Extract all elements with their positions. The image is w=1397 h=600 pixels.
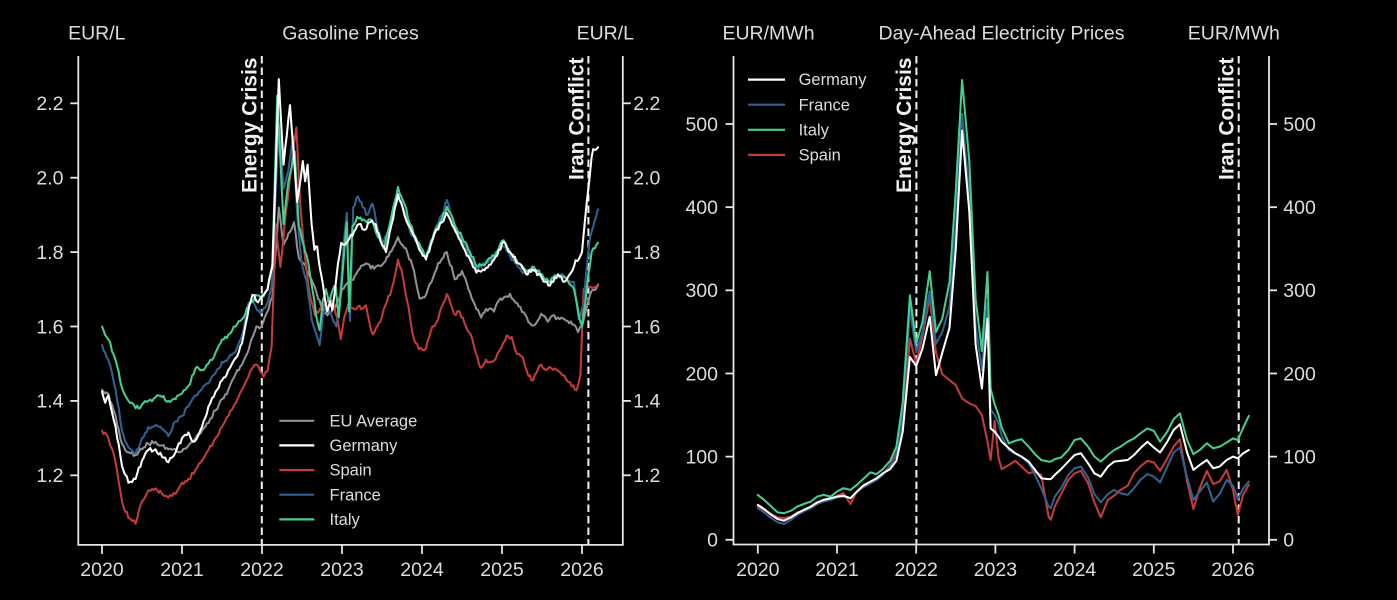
svg-text:Spain: Spain xyxy=(799,147,841,165)
svg-text:400: 400 xyxy=(1283,197,1316,219)
svg-text:Spain: Spain xyxy=(330,462,372,480)
svg-text:2020: 2020 xyxy=(80,559,124,581)
svg-text:1.4: 1.4 xyxy=(633,391,660,413)
svg-text:Energy Crisis: Energy Crisis xyxy=(239,58,262,193)
svg-text:1.6: 1.6 xyxy=(36,316,63,338)
svg-text:300: 300 xyxy=(685,280,718,302)
svg-text:EUR/MWh: EUR/MWh xyxy=(722,23,814,45)
svg-text:2.2: 2.2 xyxy=(633,93,660,115)
svg-text:2020: 2020 xyxy=(736,559,780,581)
svg-text:2024: 2024 xyxy=(1053,559,1097,581)
svg-text:2025: 2025 xyxy=(1132,559,1176,581)
svg-text:2021: 2021 xyxy=(160,559,203,581)
svg-text:1.8: 1.8 xyxy=(633,242,660,264)
svg-text:Italy: Italy xyxy=(330,511,361,529)
svg-text:Energy Crisis: Energy Crisis xyxy=(893,58,916,193)
svg-text:2.2: 2.2 xyxy=(36,93,63,115)
svg-text:2.0: 2.0 xyxy=(633,168,660,190)
svg-text:2022: 2022 xyxy=(240,559,283,581)
svg-text:500: 500 xyxy=(685,114,718,136)
svg-text:EUR/MWh: EUR/MWh xyxy=(1188,23,1280,45)
svg-text:2024: 2024 xyxy=(400,559,444,581)
svg-text:France: France xyxy=(330,486,381,504)
svg-text:EU Average: EU Average xyxy=(330,412,418,430)
svg-text:EUR/L: EUR/L xyxy=(577,23,635,45)
svg-text:1.4: 1.4 xyxy=(36,391,63,413)
svg-text:Day-Ahead Electricity Prices: Day-Ahead Electricity Prices xyxy=(879,23,1125,45)
svg-text:100: 100 xyxy=(1283,446,1316,468)
svg-text:2023: 2023 xyxy=(974,559,1017,581)
svg-text:2022: 2022 xyxy=(895,559,938,581)
svg-text:400: 400 xyxy=(685,197,718,219)
svg-text:1.8: 1.8 xyxy=(36,242,63,264)
svg-text:2021: 2021 xyxy=(815,559,858,581)
svg-text:2023: 2023 xyxy=(320,559,363,581)
svg-text:200: 200 xyxy=(1283,363,1316,385)
svg-text:Gasoline Prices: Gasoline Prices xyxy=(282,23,419,45)
svg-text:1.2: 1.2 xyxy=(36,465,63,487)
svg-text:EUR/L: EUR/L xyxy=(68,23,126,45)
svg-text:2026: 2026 xyxy=(560,559,603,581)
svg-text:0: 0 xyxy=(1283,530,1294,552)
svg-text:Germany: Germany xyxy=(799,71,868,89)
svg-text:1.6: 1.6 xyxy=(633,316,660,338)
svg-text:100: 100 xyxy=(685,446,718,468)
svg-text:2025: 2025 xyxy=(480,559,524,581)
svg-text:0: 0 xyxy=(707,530,718,552)
svg-text:Italy: Italy xyxy=(799,121,830,139)
svg-text:Iran Conflict: Iran Conflict xyxy=(566,58,589,181)
svg-text:200: 200 xyxy=(685,363,718,385)
svg-text:2026: 2026 xyxy=(1211,559,1254,581)
svg-text:1.2: 1.2 xyxy=(633,465,660,487)
svg-text:Germany: Germany xyxy=(330,437,399,455)
svg-text:Iran Conflict: Iran Conflict xyxy=(1216,58,1239,181)
svg-text:2.0: 2.0 xyxy=(36,168,63,190)
svg-text:France: France xyxy=(799,96,850,114)
svg-text:300: 300 xyxy=(1283,280,1316,302)
svg-text:500: 500 xyxy=(1283,114,1316,136)
